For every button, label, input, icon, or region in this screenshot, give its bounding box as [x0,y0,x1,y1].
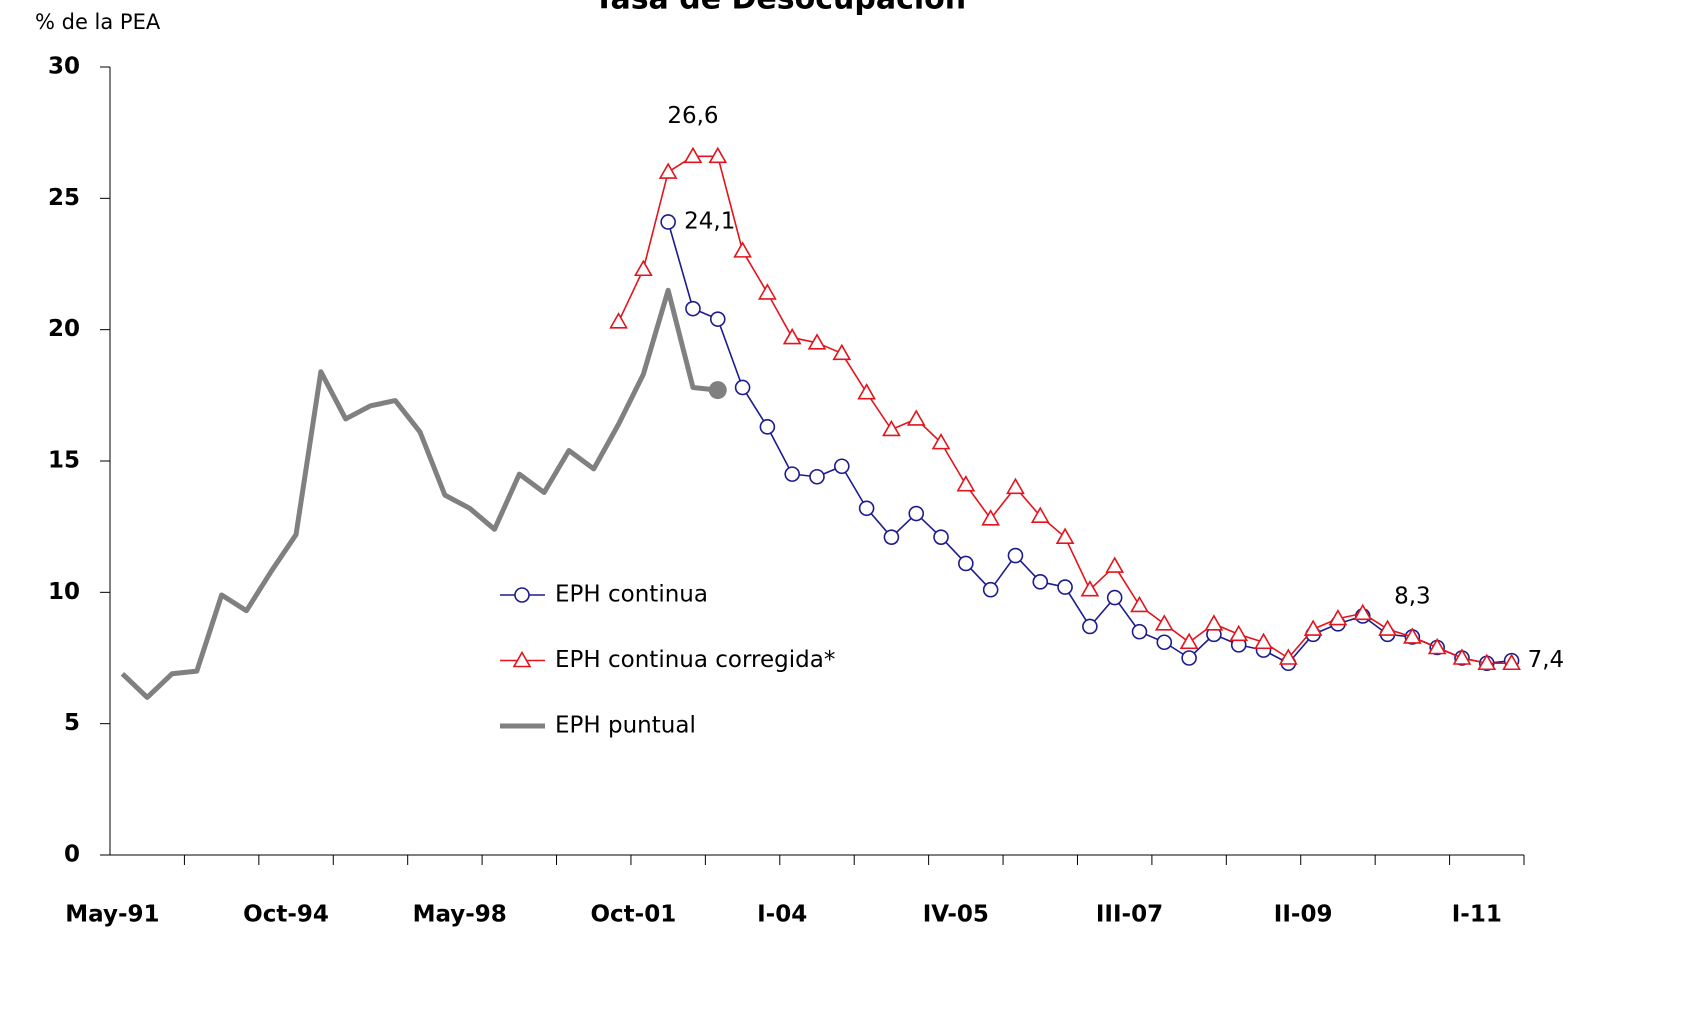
data-point [1080,580,1100,597]
data-point [1353,603,1373,621]
data-point [1502,653,1521,671]
y-tick-label: 15 [48,448,80,474]
data-point [1427,637,1447,655]
x-tick-label: I-11 [1452,902,1502,928]
data-point [709,311,726,327]
data-point [733,241,752,258]
data-point [1477,653,1497,671]
legend-label: EPH continua corregida* [555,647,835,673]
data-point [1179,632,1199,650]
data-point [1007,547,1024,564]
data-point [1378,619,1397,636]
legend-marker [514,587,530,603]
data-point [658,162,678,179]
x-tick-label: III-07 [1096,902,1163,928]
data-point [1278,648,1298,665]
data-point [683,146,703,164]
data-point [908,505,925,522]
value-label: 26,6 [667,103,718,129]
data-point [1131,623,1148,640]
value-label: 8,3 [1394,583,1431,609]
data-point [906,409,926,426]
data-point [1106,589,1123,606]
data-point [809,468,825,485]
y-tick-label: 30 [48,54,80,80]
data-point [931,433,951,450]
value-label: 7,4 [1528,647,1565,673]
data-point [1328,608,1348,626]
chart-title: Tasa de Desocupación [594,0,966,17]
data-point [858,500,875,517]
data-point [956,475,976,492]
y-tick-label: 10 [48,579,80,605]
data-point [958,555,974,572]
legend-label: EPH puntual [555,713,696,739]
legend-label: EPH continua [555,582,708,608]
series-line [667,221,1512,665]
value-label: 24,1 [684,208,735,234]
x-tick-label: IV-05 [923,902,989,928]
data-point [1130,595,1149,613]
data-point [1204,614,1224,631]
x-tick-label: I-04 [757,902,807,928]
x-tick-label: Oct-94 [243,902,329,928]
data-point [1181,650,1197,666]
y-axis-label: % de la PEA [35,10,161,34]
data-point [1032,574,1049,590]
data-point [759,419,776,435]
data-point [933,529,949,545]
data-point [1229,624,1249,642]
series-line [120,287,719,700]
data-point [1156,634,1173,651]
data-point [784,466,800,482]
data-point [834,458,850,475]
data-point [1082,618,1098,635]
y-tick-label: 20 [48,316,80,342]
data-point [633,259,653,277]
data-point [807,333,827,350]
x-tick-label: May-98 [413,902,507,928]
x-tick-label: May-91 [65,902,159,928]
y-tick-label: 0 [64,842,80,868]
data-point [758,283,777,300]
x-tick-label: Oct-01 [590,902,676,928]
y-tick-label: 25 [48,185,80,211]
data-point [982,581,999,598]
data-point [708,146,728,164]
legend-marker [512,650,532,668]
data-point [1057,579,1073,595]
data-point [1006,477,1025,495]
data-point [1055,527,1075,544]
data-point [1105,556,1125,573]
data-point [1303,619,1323,636]
data-point [1030,506,1050,523]
data-point [883,529,900,545]
data-point [857,383,876,400]
data-point [1452,648,1472,665]
data-point [734,379,751,396]
data-point [1154,614,1174,631]
data-point [782,327,802,345]
data-point [1254,632,1273,650]
y-tick-label: 5 [64,710,80,736]
data-point [882,419,901,437]
data-point [1402,627,1422,644]
data-point [609,312,628,329]
data-point [660,214,676,230]
data-point [685,300,701,317]
data-point [832,343,852,361]
data-point [708,381,727,400]
data-point [981,509,1001,526]
x-tick-label: II-09 [1274,902,1333,928]
